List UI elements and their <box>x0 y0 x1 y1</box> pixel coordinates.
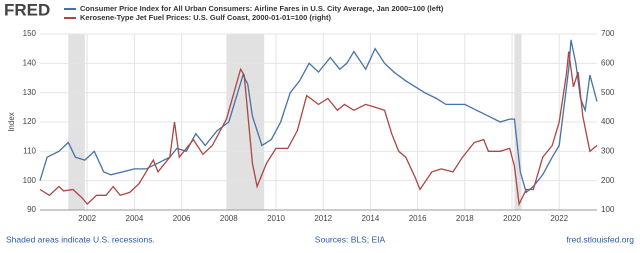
y2-tick-label: 300 <box>601 146 615 155</box>
x-tick-label: 2002 <box>78 214 96 223</box>
series-line <box>39 51 598 207</box>
x-tick-label: 2020 <box>503 214 521 223</box>
y2-tick-label: 600 <box>601 58 615 67</box>
x-tick-label: 2004 <box>126 214 144 223</box>
x-tick-label: 2010 <box>267 214 285 223</box>
url: fred.stlouisfed.org <box>566 234 634 244</box>
note: Shaded areas indicate U.S. recessions. <box>6 234 155 244</box>
series-line <box>39 39 598 194</box>
y-tick-label: 90 <box>27 205 36 214</box>
y2-tick-label: 400 <box>601 117 615 126</box>
y2-tick-label: 700 <box>601 29 615 38</box>
x-tick-label: 2022 <box>550 214 568 223</box>
y-tick-label: 120 <box>23 117 37 126</box>
source: Sources: BLS; EIA <box>315 234 386 244</box>
y-axis-label: Index <box>7 112 16 132</box>
y2-tick-label: 200 <box>601 176 615 185</box>
logo: FRED <box>4 0 50 19</box>
x-tick-label: 2018 <box>456 214 474 223</box>
y-tick-label: 150 <box>23 29 37 38</box>
y-tick-label: 140 <box>23 58 37 67</box>
legend-label: Kerosene-Type Jet Fuel Prices: U.S. Gulf… <box>80 13 331 22</box>
x-tick-label: 2016 <box>409 214 427 223</box>
y-tick-label: 110 <box>23 146 36 155</box>
x-tick-label: 2014 <box>362 214 380 223</box>
y2-tick-label: 500 <box>601 88 615 97</box>
x-tick-label: 2008 <box>220 214 238 223</box>
x-tick-label: 2006 <box>173 214 191 223</box>
y-tick-label: 100 <box>23 176 37 185</box>
legend-label: Consumer Price Index for All Urban Consu… <box>80 4 444 13</box>
x-tick-label: 2012 <box>314 214 332 223</box>
y-tick-label: 130 <box>23 88 37 97</box>
y2-tick-label: 100 <box>601 205 615 214</box>
